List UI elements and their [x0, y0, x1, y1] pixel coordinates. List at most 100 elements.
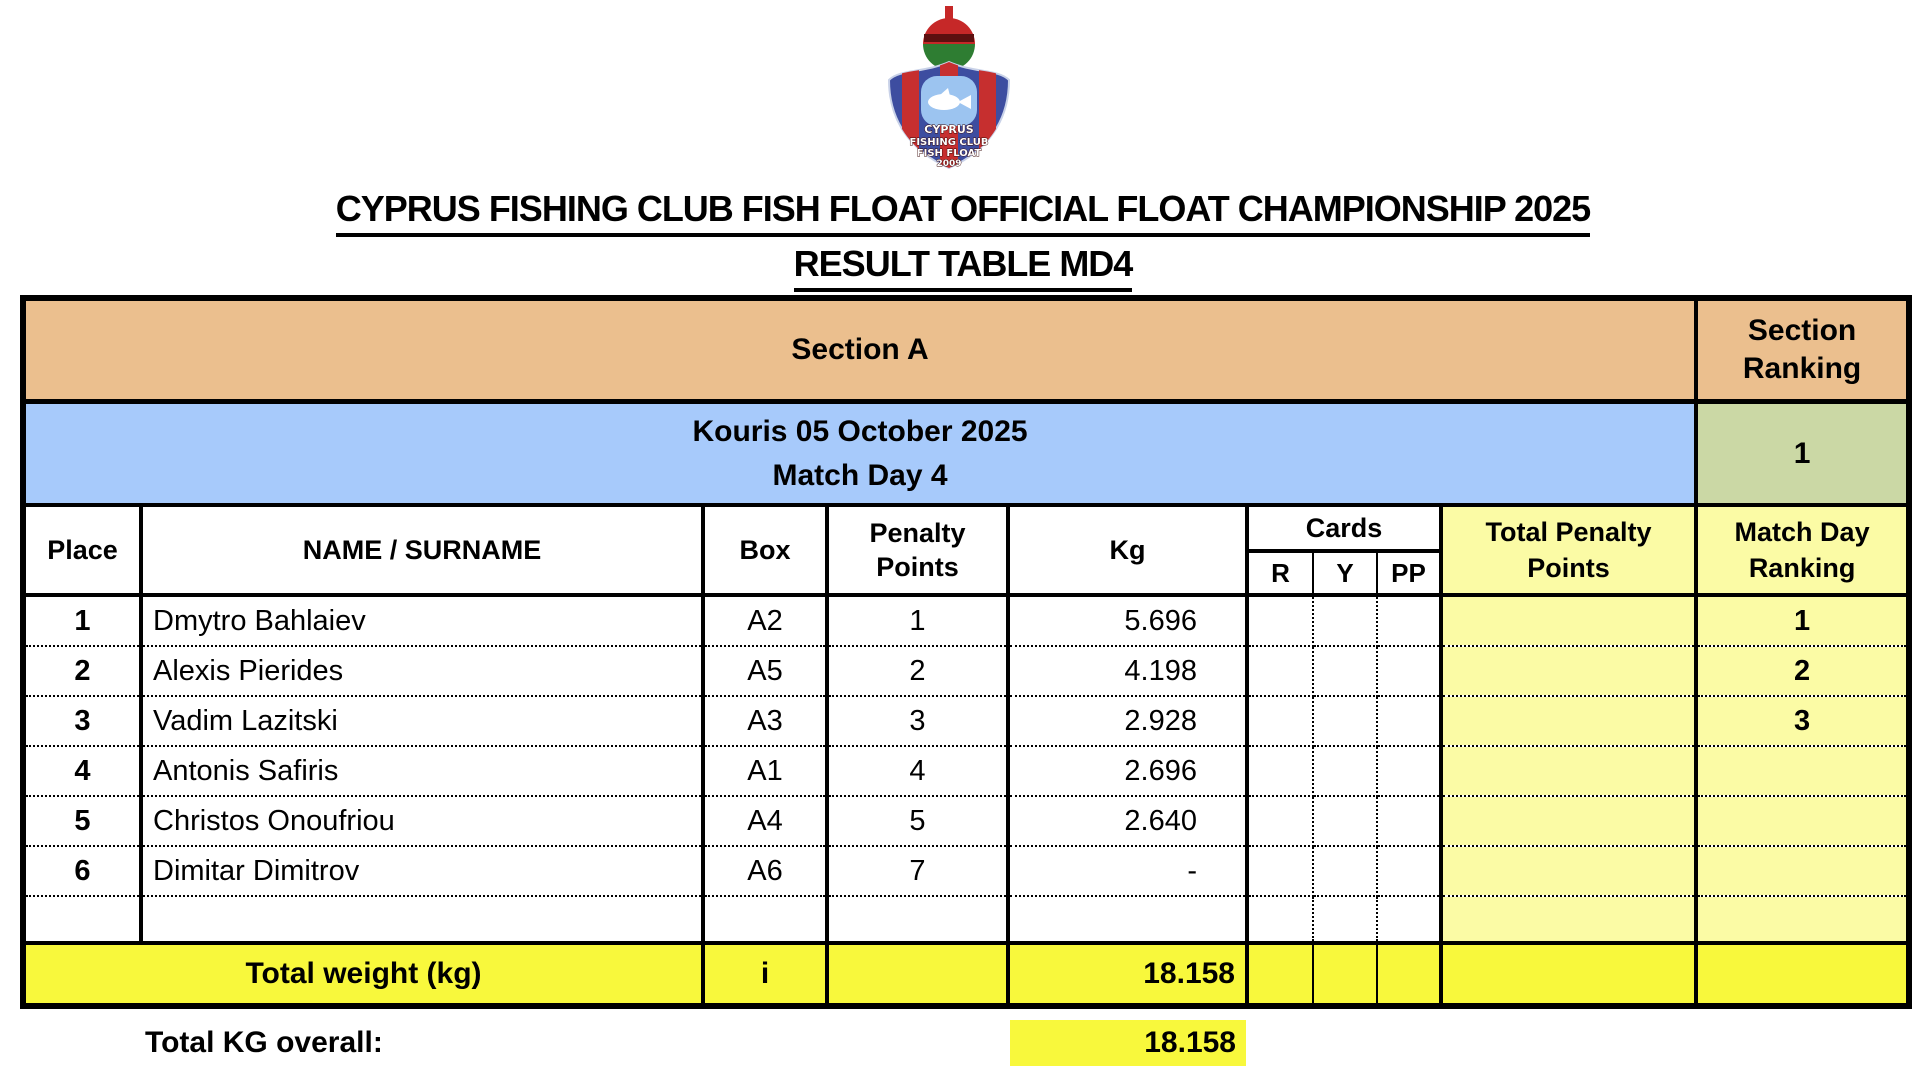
place-cell: 6	[21, 845, 143, 897]
total-penalty-cell	[1438, 845, 1699, 897]
table-row: 5 Christos Onoufriou A4 5 2.640	[21, 795, 1912, 847]
total-kg-cell: 18.158	[1006, 941, 1249, 1008]
penalty-cell: 5	[825, 795, 1010, 847]
place-cell: 5	[21, 795, 143, 847]
venue-row: Kouris 05 October 2025 Match Day 4 1	[20, 399, 1912, 507]
table-row: 3 Vadim Lazitski A3 3 2.928 3	[21, 695, 1912, 747]
total-penalty-cell	[1438, 745, 1699, 797]
kg-cell	[1006, 895, 1249, 945]
float-ball-icon	[923, 18, 975, 80]
total-pp-card-cell	[1376, 941, 1442, 1008]
total-penalty-cell	[1438, 895, 1699, 945]
total-total-penalty-cell	[1438, 941, 1699, 1008]
table-row: 2 Alexis Pierides A5 2 4.198 2	[21, 645, 1912, 697]
name-cell: Alexis Pierides	[139, 645, 705, 697]
yellow-card-cell	[1312, 795, 1378, 847]
kg-cell: 2.928	[1006, 695, 1249, 747]
section-ranking-header-cell: Section Ranking	[1694, 296, 1912, 404]
page-title: CYPRUS FISHING CLUB FISH FLOAT OFFICIAL …	[335, 188, 1591, 237]
venue-line1: Kouris 05 October 2025	[692, 414, 1028, 448]
box-cell: A2	[701, 594, 829, 647]
col-header-total-penalty: Total Penalty Points	[1438, 503, 1699, 597]
logo-text-line1: CYPRUS	[924, 123, 974, 136]
penalty-cell	[825, 895, 1010, 945]
name-cell: Christos Onoufriou	[139, 795, 705, 847]
red-card-cell	[1245, 594, 1314, 647]
kg-cell: 4.198	[1006, 645, 1249, 697]
pp-card-cell	[1376, 594, 1443, 647]
total-penalty-cell	[1438, 594, 1699, 647]
penalty-cell: 1	[825, 594, 1010, 647]
empty-table-row	[21, 895, 1912, 945]
yellow-card-cell	[1312, 645, 1378, 697]
col-header-yellow-card: Y	[1312, 549, 1378, 597]
total-yellow-card-cell	[1312, 941, 1378, 1008]
total-weight-label-cell: Total weight (kg)	[21, 941, 705, 1008]
place-cell	[21, 895, 143, 945]
club-logo: CYPRUS FISHING CLUB FISH FLOAT 2009	[887, 6, 1011, 169]
name-cell: Dmytro Bahlaiev	[139, 594, 705, 647]
total-red-card-cell	[1246, 941, 1314, 1008]
col-header-place: Place	[21, 503, 143, 597]
section-ranking-value-cell: 1	[1694, 399, 1912, 507]
logo-text-line4: 2009	[936, 159, 961, 169]
section-banner-row: Section A Section Ranking	[20, 296, 1912, 404]
pp-card-cell	[1376, 695, 1443, 747]
results-table: Section A Section Ranking Kouris 05 Octo…	[20, 295, 1913, 1009]
ranking-cell	[1694, 845, 1912, 897]
col-header-penalty: Penalty Points	[825, 503, 1010, 597]
col-header-pp-card: PP	[1376, 549, 1442, 597]
kg-cell: 5.696	[1006, 594, 1249, 647]
venue-line2: Match Day 4	[772, 458, 948, 492]
ranking-cell: 1	[1694, 594, 1912, 647]
total-kg-overall-value: 18.158	[1010, 1020, 1246, 1066]
ranking-cell	[1694, 795, 1912, 847]
red-card-cell	[1245, 795, 1314, 847]
name-cell: Vadim Lazitski	[139, 695, 705, 747]
box-cell: A6	[701, 845, 829, 897]
box-cell: A3	[701, 695, 829, 747]
results-table-container: Section A Section Ranking Kouris 05 Octo…	[20, 295, 1913, 1009]
ranking-cell: 2	[1694, 645, 1912, 697]
box-cell: A5	[701, 645, 829, 697]
col-header-box: Box	[701, 503, 829, 597]
ranking-cell: 3	[1694, 695, 1912, 747]
penalty-cell: 3	[825, 695, 1010, 747]
col-header-red-card: R	[1246, 549, 1314, 597]
total-penalty-points-cell	[825, 941, 1010, 1008]
ranking-cell	[1694, 895, 1912, 945]
penalty-cell: 7	[825, 845, 1010, 897]
red-card-cell	[1245, 745, 1314, 797]
logo-text-line2: FISHING CLUB	[910, 137, 989, 148]
total-row: Total weight (kg) i 18.158	[21, 941, 1912, 1008]
red-card-cell	[1245, 895, 1314, 945]
ranking-cell	[1694, 745, 1912, 797]
name-cell: Antonis Safiris	[139, 745, 705, 797]
penalty-cell: 4	[825, 745, 1010, 797]
yellow-card-cell	[1312, 895, 1378, 945]
box-cell: A4	[701, 795, 829, 847]
total-penalty-cell	[1438, 695, 1699, 747]
name-cell: Dimitar Dimitrov	[139, 845, 705, 897]
place-cell: 3	[21, 695, 143, 747]
place-cell: 2	[21, 645, 143, 697]
col-header-kg: Kg	[1006, 503, 1249, 597]
total-kg-overall-label: Total KG overall:	[145, 1026, 383, 1059]
total-box-cell: i	[701, 941, 829, 1008]
box-cell: A1	[701, 745, 829, 797]
col-header-cards: Cards	[1245, 503, 1443, 553]
name-cell	[139, 895, 705, 945]
page-subtitle: RESULT TABLE MD4	[793, 243, 1133, 292]
shield-icon: CYPRUS FISHING CLUB FISH FLOAT 2009	[887, 60, 1011, 169]
red-card-cell	[1245, 695, 1314, 747]
kg-cell: 2.696	[1006, 745, 1249, 797]
col-header-name: NAME / SURNAME	[139, 503, 705, 597]
box-cell	[701, 895, 829, 945]
yellow-card-cell	[1312, 745, 1378, 797]
yellow-card-cell	[1312, 695, 1378, 747]
pp-card-cell	[1376, 895, 1443, 945]
float-stem	[945, 6, 953, 22]
yellow-card-cell	[1312, 845, 1378, 897]
column-header-row: Place NAME / SURNAME Box Penalty Points …	[21, 503, 1912, 597]
pp-card-cell	[1376, 645, 1443, 697]
